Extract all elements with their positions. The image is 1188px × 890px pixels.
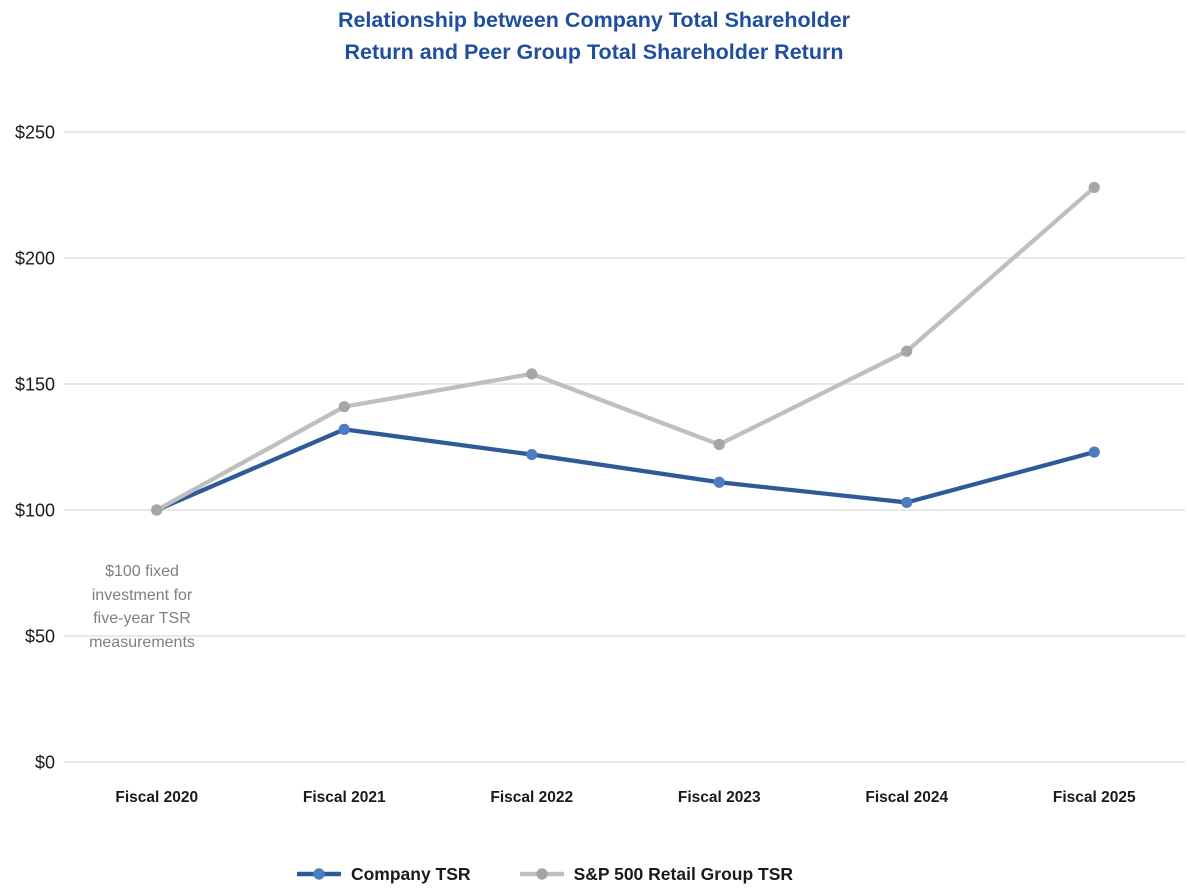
legend-item-company-tsr: Company TSR [296,863,471,885]
x-axis-category-label: Fiscal 2025 [1053,789,1136,806]
fixed-investment-annotation: $100 fixed investment for five-year TSR … [89,563,195,651]
data-point-s-p-500-retail-group-tsr [1088,181,1100,194]
data-point-company-tsr [338,423,350,435]
data-point-s-p-500-retail-group-tsr [526,368,538,380]
legend-label: Company TSR [350,863,471,884]
data-point-s-p-500-retail-group-tsr [151,504,163,516]
data-point-company-tsr [1088,446,1100,458]
legend-swatch-company-tsr [296,868,341,880]
y-axis-tick-label: $250 [15,123,55,143]
y-axis-tick-label: $0 [35,753,55,773]
legend-item-s-p-500-retail-group-tsr: S&P 500 Retail Group TSR [519,863,794,885]
x-axis-category-label: Fiscal 2021 [303,789,386,806]
y-axis-tick-label: $100 [15,501,55,521]
data-point-s-p-500-retail-group-tsr [338,401,350,413]
data-point-company-tsr [901,496,913,509]
x-axis-category-label: Fiscal 2020 [115,789,198,806]
chart-legend: Company TSR S&P 500 Retail Group TSR [0,856,1139,890]
data-point-s-p-500-retail-group-tsr [713,438,725,451]
series-line-s-p-500-retail-group-tsr [155,185,1096,512]
chart-title-line2: Return and Peer Group Total Shareholder … [344,40,844,64]
chart-title: Relationship between Company Total Share… [0,4,1188,68]
data-point-company-tsr [526,448,538,461]
legend-swatch-s-p-500-retail-group-tsr [519,868,564,880]
legend-marker-icon [535,868,548,880]
y-axis-tick-label: $200 [15,249,55,269]
data-point-company-tsr [713,476,725,488]
x-axis-category-label: Fiscal 2022 [490,789,573,806]
x-axis-category-label: Fiscal 2023 [678,789,761,806]
series-line-company-tsr [155,427,1095,512]
chart-title-line1: Relationship between Company Total Share… [337,8,851,32]
y-axis-tick-label: $150 [15,375,55,395]
tsr-line-chart: $0 $50 $100 $150 $200 $250 Fiscal 2020 Fiscal 2… [15,123,1185,806]
y-axis-tick-label: $50 [25,627,55,647]
legend-label: S&P 500 Retail Group TSR [573,863,794,884]
data-point-s-p-500-retail-group-tsr [901,345,913,357]
legend-marker-icon [313,868,325,880]
x-axis-category-label: Fiscal 2024 [865,789,948,806]
